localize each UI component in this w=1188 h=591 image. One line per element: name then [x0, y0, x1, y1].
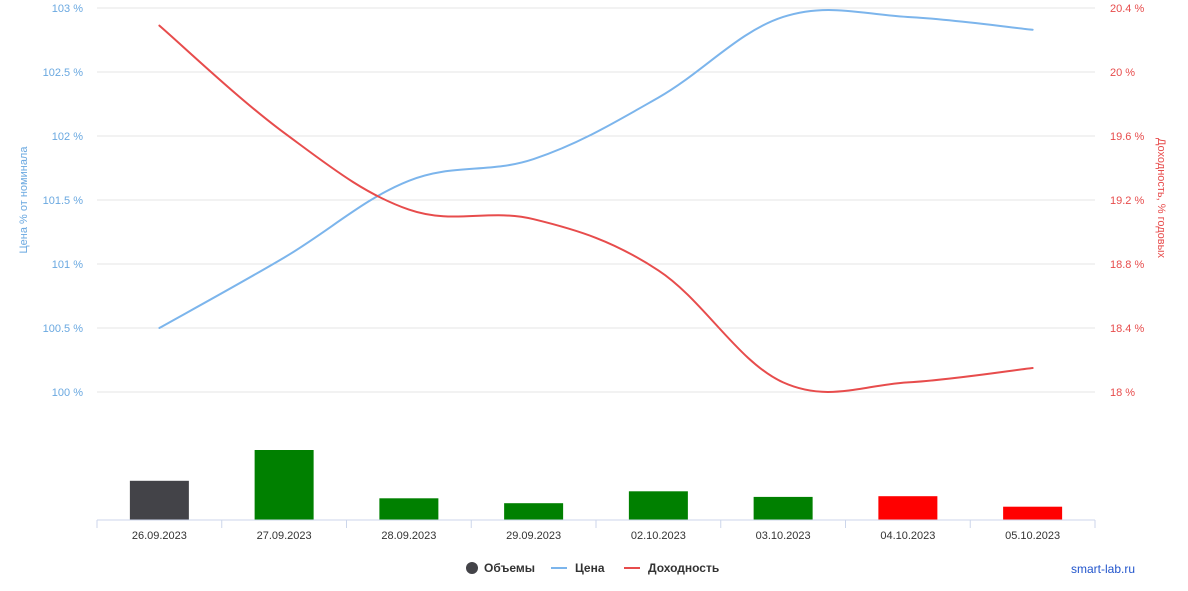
axis-ticks: 100 % 100.5 % 101 % 101.5 % 102 % 102.5 % 103 … [43, 3, 1145, 399]
x-tick-label: 05.10.2023 [1005, 530, 1060, 542]
right-tick-label: 20 % [1110, 67, 1135, 79]
price-line[interactable] [158, 8, 1034, 329]
right-axis-title: Доходность, % годовых [1155, 138, 1167, 259]
volume-bar[interactable] [1003, 506, 1063, 520]
right-tick-label: 20.4 % [1110, 3, 1144, 15]
volume-bar[interactable] [379, 498, 439, 520]
legend-item-price[interactable]: Цена [551, 561, 605, 575]
right-tick-label: 19.6 % [1110, 131, 1144, 143]
left-tick-label: 103 % [52, 3, 83, 15]
series-lines [158, 8, 1034, 393]
right-tick-label: 18 % [1110, 387, 1135, 399]
x-tick-label: 26.09.2023 [132, 530, 187, 542]
legend-price-label: Цена [575, 561, 605, 575]
x-axis: 26.09.2023 27.09.2023 28.09.2023 29.09.2023… [96, 519, 1096, 542]
left-tick-label: 100.5 % [43, 323, 84, 335]
x-tick-label: 04.10.2023 [880, 530, 935, 542]
x-tick-label: 29.09.2023 [506, 530, 561, 542]
left-tick-label: 102.5 % [43, 67, 84, 79]
credit-link[interactable]: smart-lab.ru [1071, 562, 1135, 576]
x-tick-label: 28.09.2023 [381, 530, 436, 542]
legend-item-yield[interactable]: Доходность [624, 561, 719, 575]
volume-bar[interactable] [753, 496, 813, 520]
right-tick-label: 18.4 % [1110, 323, 1144, 335]
left-axis-title: Цена % от номинала [18, 146, 30, 254]
volume-bar[interactable] [878, 496, 938, 520]
right-tick-label: 18.8 % [1110, 259, 1144, 271]
left-tick-label: 100 % [52, 387, 83, 399]
right-tick-label: 19.2 % [1110, 195, 1144, 207]
left-tick-label: 101 % [52, 259, 83, 271]
volume-bars [129, 450, 1063, 520]
legend: Объемы Цена Доходность [466, 561, 719, 575]
yield-line[interactable] [158, 24, 1034, 393]
x-tick-label: 27.09.2023 [257, 530, 312, 542]
legend-volumes-label: Объемы [484, 561, 535, 575]
volume-bar[interactable] [628, 491, 688, 520]
volume-bar[interactable] [129, 480, 189, 520]
left-tick-label: 101.5 % [43, 195, 84, 207]
x-tick-label: 03.10.2023 [756, 530, 811, 542]
volume-bar[interactable] [254, 450, 314, 520]
x-tick-label: 02.10.2023 [631, 530, 686, 542]
legend-yield-label: Доходность [648, 561, 719, 575]
legend-volumes-symbol [466, 562, 478, 574]
volume-bar[interactable] [504, 503, 564, 520]
legend-item-volumes[interactable]: Объемы [466, 561, 535, 575]
grid-lines [97, 7, 1095, 393]
left-tick-label: 102 % [52, 131, 83, 143]
